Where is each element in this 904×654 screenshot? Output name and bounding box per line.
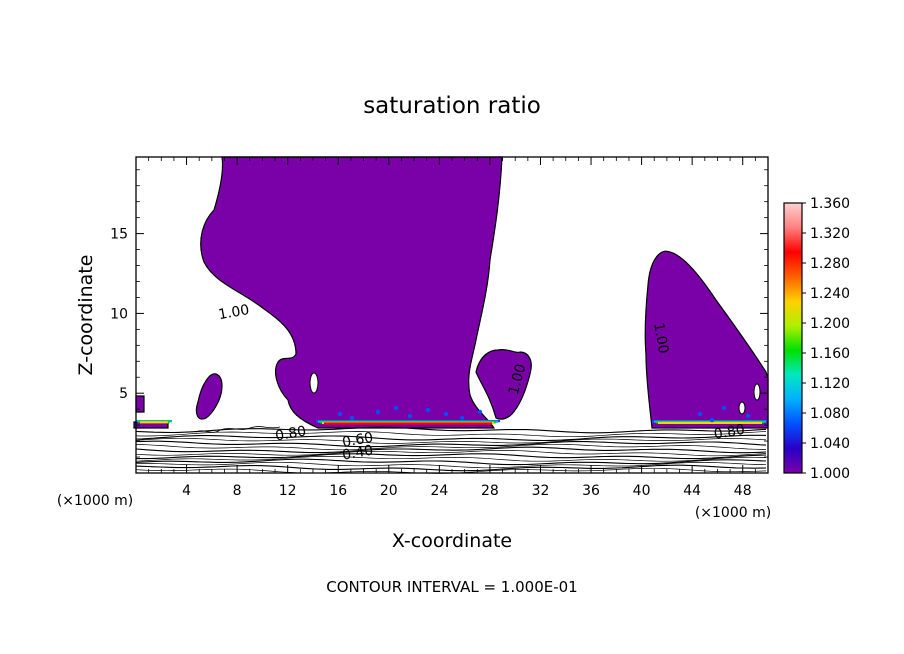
x-tick-label: 36: [582, 483, 600, 499]
y-tick-label: 5: [119, 386, 128, 402]
contour-line: [135, 434, 767, 442]
contour-line: [136, 453, 767, 460]
contour-lines: [135, 426, 767, 474]
x-tick-label: 24: [430, 483, 448, 499]
x-tick-label: 32: [532, 483, 550, 499]
supersaturation-speckle: [459, 415, 465, 421]
supersaturated-region: [644, 250, 769, 429]
supersaturated-region: [475, 348, 532, 420]
supersaturation-speckle: [337, 411, 343, 417]
contour-line: [135, 431, 767, 438]
x-tick-label: 8: [233, 483, 242, 499]
contour-label: 1.00: [217, 302, 250, 323]
x-tick-label: 12: [279, 483, 297, 499]
y-axis-label: Z-coordinate: [75, 255, 97, 376]
colorbar: 1.000 1.040 1.080 1.120 1.160 1.200 1.240 1.280…: [783, 196, 850, 482]
contour-line: [135, 443, 766, 451]
supersaturation-speckle: [393, 405, 399, 411]
supersaturation-speckle: [425, 407, 431, 413]
contour-line: [135, 464, 767, 472]
x-tick-label: 16: [329, 483, 347, 499]
contour-line: [135, 456, 767, 462]
chart-title: saturation ratio: [363, 93, 541, 119]
contour-label: 0.40: [341, 443, 374, 464]
y-tick-label: 15: [110, 227, 128, 243]
x-tick-label: 4: [182, 483, 191, 499]
contour-line: [135, 437, 767, 444]
contour-label: 0.60: [341, 430, 374, 451]
colorbar-label: 1.200: [810, 316, 850, 332]
y-ticks: 5 10 15: [110, 169, 768, 458]
supersaturation-band: [324, 422, 492, 425]
colorbar-label: 1.080: [810, 406, 850, 422]
supersaturation-speckle: [349, 415, 355, 421]
x-axis-label: X-coordinate: [392, 530, 512, 552]
colorbar-label: 1.280: [810, 256, 850, 272]
supersaturation-speckle: [721, 405, 727, 411]
contour-line: [135, 426, 767, 434]
supersaturation-speckle: [477, 409, 483, 415]
colorbar-scale: [783, 202, 803, 474]
contour-line: [135, 458, 767, 466]
contour-line: [135, 450, 767, 457]
x-tick-label: 28: [481, 483, 499, 499]
subsaturated-hole: [753, 383, 761, 401]
contour-labels: 1.00 1.00 1.00 0.80 0.80 0.600.40: [217, 302, 746, 464]
x-tick-label: 48: [734, 483, 752, 499]
contour-line: [135, 446, 767, 454]
x-tick-label: 44: [683, 483, 701, 499]
supersaturated-region: [200, 156, 503, 429]
x-tick-label: 20: [380, 483, 398, 499]
contour-interval-note: CONTOUR INTERVAL = 1.000E-01: [326, 578, 577, 596]
supersaturation-speckle: [375, 409, 381, 415]
contour-line: [135, 440, 767, 448]
colorbar-label: 1.000: [810, 466, 850, 482]
colorbar-label: 1.240: [810, 286, 850, 302]
y-tick-label: 10: [110, 306, 128, 322]
supersaturation-speckle: [407, 413, 413, 419]
contour-label: 0.80: [713, 422, 746, 443]
supersaturation-band: [140, 421, 168, 424]
contour-label: 1.00: [650, 322, 671, 355]
contour-label: 0.80: [274, 423, 307, 444]
subsaturated-hole: [309, 372, 319, 394]
subsaturated-hole: [738, 401, 746, 415]
supersaturation-band: [658, 421, 762, 424]
contour-label: 1.00: [506, 362, 530, 396]
colorbar-label: 1.320: [810, 226, 850, 242]
supersaturated-region: [195, 373, 223, 420]
x-unit-right: (×1000 m): [695, 505, 771, 521]
supersaturation-speckle: [443, 411, 449, 417]
plot-area: [133, 156, 769, 429]
colorbar-label: 1.360: [810, 196, 850, 212]
x-tick-label: 40: [633, 483, 651, 499]
x-unit-left: (×1000 m): [57, 493, 133, 509]
colorbar-label: 1.120: [810, 376, 850, 392]
contour-line: [195, 426, 281, 433]
supersaturation-speckle: [709, 417, 715, 423]
x-ticks: 4 8 12 16 20 24 28 32 36 40 44 48: [148, 157, 756, 499]
supersaturation-speckle: [745, 413, 751, 419]
colorbar-label: 1.040: [810, 436, 850, 452]
supersaturated-region: [135, 395, 145, 413]
contour-line: [135, 461, 767, 469]
supersaturation-speckle: [697, 411, 703, 417]
colorbar-label: 1.160: [810, 346, 850, 362]
